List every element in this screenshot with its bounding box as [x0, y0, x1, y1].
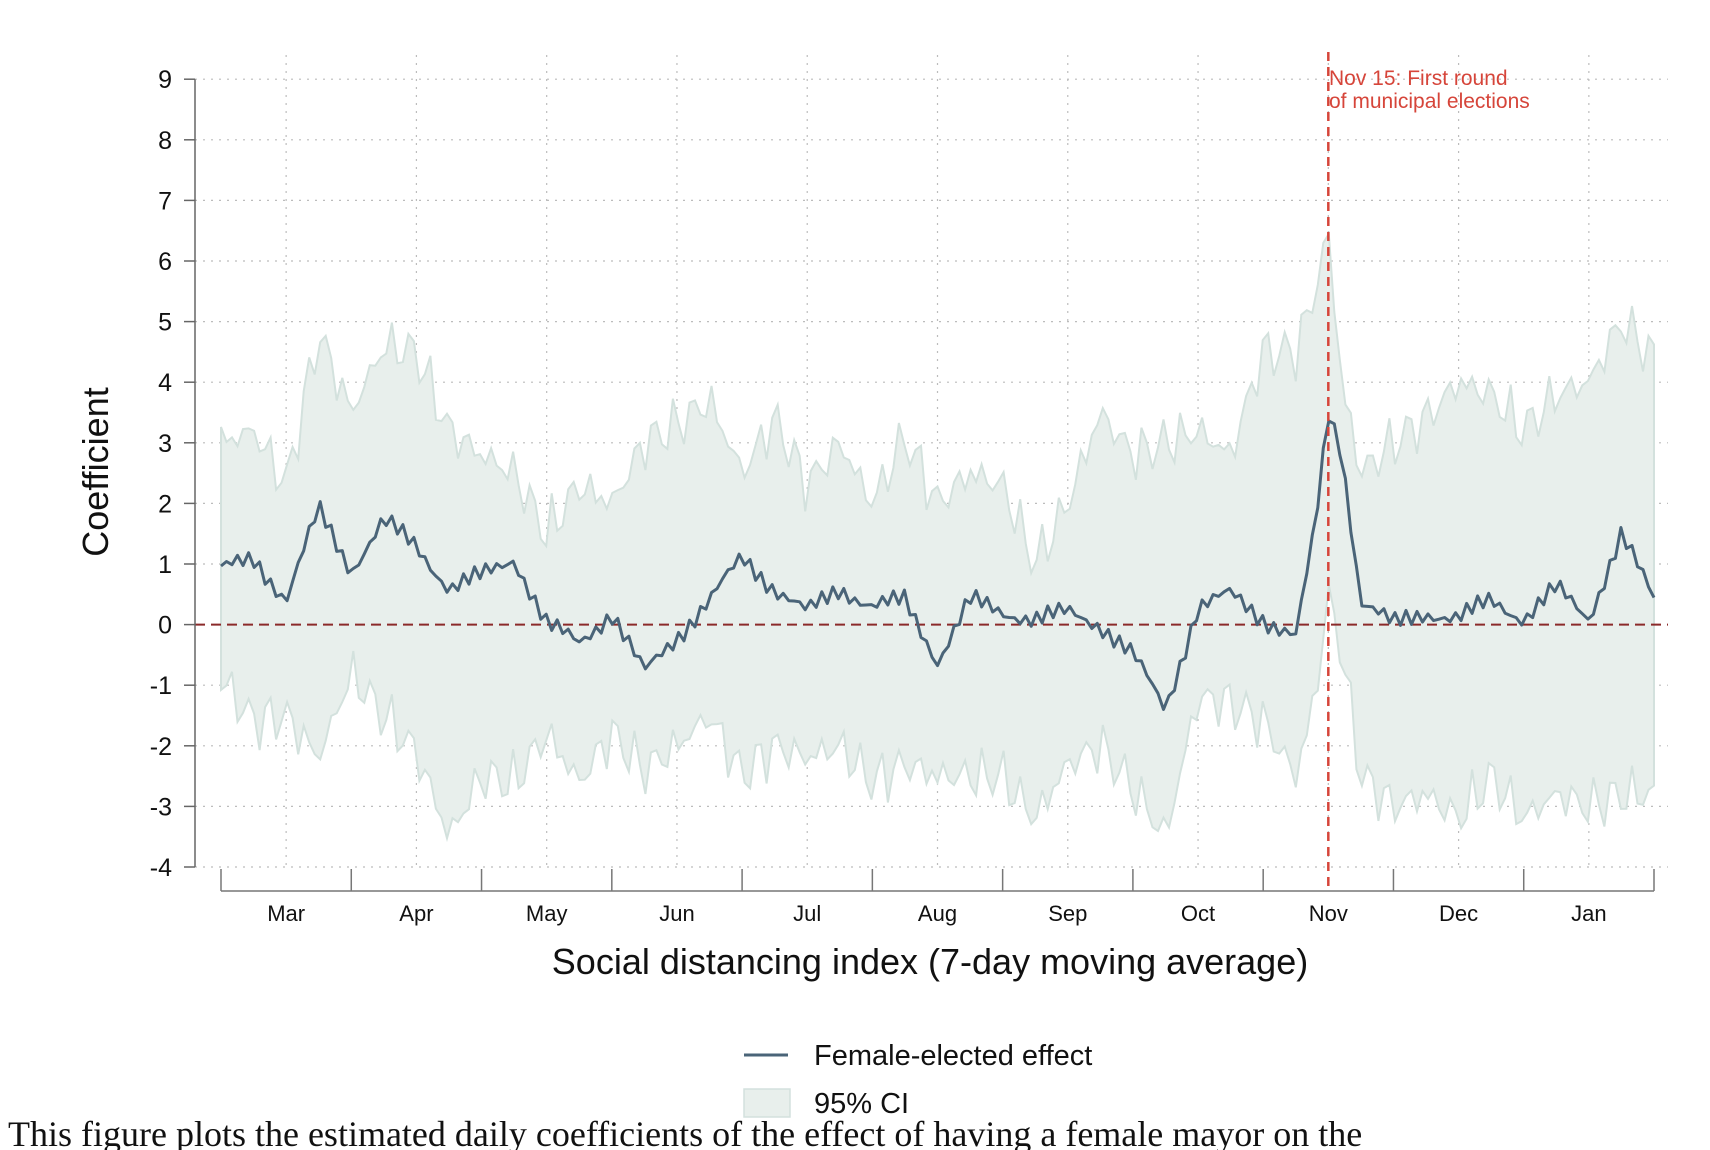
x-axis-title: Social distancing index (7-day moving av… — [552, 941, 1308, 982]
x-tick-label-jan: Jan — [1571, 901, 1606, 926]
y-tick-label: 2 — [158, 490, 172, 518]
x-tick-label-may: May — [526, 901, 568, 926]
election-event-line-layer: Nov 15: First round of municipal electio… — [1327, 52, 1530, 891]
figure-caption: This figure plots the estimated daily co… — [8, 1114, 1363, 1150]
x-tick-label-mar: Mar — [267, 901, 305, 926]
effect-series-layer — [220, 412, 1656, 711]
axes: -4 -3 -2 -1 0 1 2 3 4 5 6 7 8 9 Mar Apr May Jun Jul Aug Sep O… — [150, 66, 1655, 926]
y-tick-label: 7 — [158, 187, 172, 215]
legend: Female-elected effect 95% CI — [743, 1040, 1092, 1120]
x-tick-label-aug: Aug — [918, 901, 957, 926]
x-tick-label-oct: Oct — [1181, 901, 1215, 926]
female-elected-effect-line — [220, 419, 1656, 711]
legend-label-effect: Female-elected effect — [814, 1040, 1092, 1072]
legend-band-swatch — [743, 1088, 791, 1118]
event-annotation-line1: Nov 15: First round — [1329, 67, 1508, 90]
x-tick-label-jun: Jun — [659, 901, 694, 926]
y-tick-label: 5 — [158, 309, 172, 337]
y-tick-label: 3 — [158, 430, 172, 458]
x-tick-label-apr: Apr — [399, 901, 433, 926]
y-tick-label: 4 — [158, 369, 172, 397]
y-tick-label: 0 — [158, 612, 172, 640]
y-tick-label: -1 — [150, 672, 172, 700]
y-tick-label: 9 — [158, 66, 172, 94]
confidence-band-layer — [220, 230, 1655, 843]
legend-label-ci: 95% CI — [814, 1088, 909, 1120]
x-tick-label-dec: Dec — [1439, 901, 1478, 926]
y-tick-label: 8 — [158, 127, 172, 155]
x-tick-label-nov: Nov — [1309, 901, 1348, 926]
confidence-band-95 — [220, 230, 1655, 843]
x-tick-label-sep: Sep — [1048, 901, 1087, 926]
y-tick-label: -2 — [150, 733, 172, 761]
y-tick-label: 6 — [158, 248, 172, 276]
y-tick-label: -4 — [150, 854, 172, 882]
y-tick-label: -3 — [150, 793, 172, 821]
event-annotation-line2: of municipal elections — [1329, 90, 1530, 113]
x-tick-label-jul: Jul — [793, 901, 821, 926]
y-axis-title: Coefficient — [75, 387, 116, 556]
y-tick-label: 1 — [158, 551, 172, 579]
